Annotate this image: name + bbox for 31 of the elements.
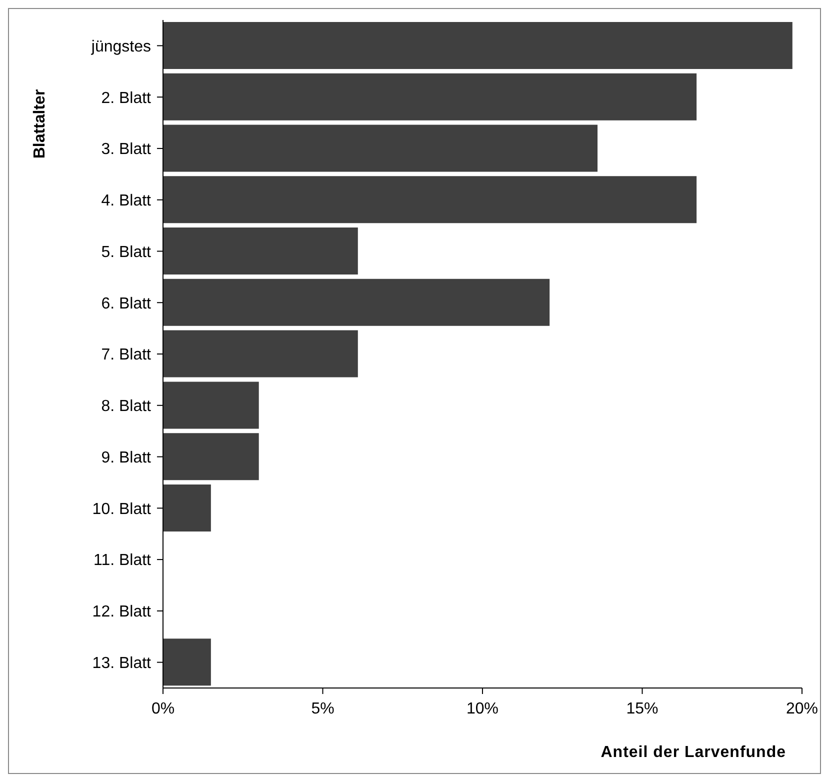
y-tick-label: 2. Blatt — [101, 90, 152, 107]
bar — [163, 73, 697, 120]
x-tick-label: 0% — [151, 700, 175, 718]
bar — [163, 330, 358, 378]
bar — [163, 22, 792, 69]
y-tick-label: 3. Blatt — [101, 141, 152, 158]
bar — [163, 278, 550, 326]
x-tick-label: 5% — [311, 700, 334, 718]
bar — [163, 228, 358, 275]
y-axis-title: Blattalter — [32, 89, 49, 159]
bar — [163, 382, 259, 429]
y-tick-label: 11. Blatt — [93, 552, 152, 570]
y-tick-label: 6. Blatt — [101, 295, 152, 312]
bar — [163, 484, 211, 532]
y-tick-label: 9. Blatt — [101, 449, 152, 466]
y-tick-label: 4. Blatt — [101, 192, 152, 210]
x-tick-label: 15% — [626, 700, 658, 718]
bar — [163, 124, 598, 172]
x-axis-title: Anteil der Larvenfunde — [600, 744, 786, 761]
y-tick-label: 7. Blatt — [101, 346, 152, 364]
bar — [163, 638, 211, 686]
x-tick-label: 10% — [466, 700, 499, 718]
y-tick-label: 13. Blatt — [92, 654, 152, 672]
y-tick-label: 12. Blatt — [92, 604, 152, 621]
y-tick-label: 5. Blatt — [101, 244, 152, 261]
y-tick-label: 10. Blatt — [92, 500, 152, 518]
bar — [163, 176, 697, 224]
bar — [163, 433, 259, 480]
y-tick-label: jüngstes — [90, 38, 151, 56]
x-tick-label: 20% — [786, 700, 818, 718]
y-tick-label: 8. Blatt — [101, 398, 152, 416]
